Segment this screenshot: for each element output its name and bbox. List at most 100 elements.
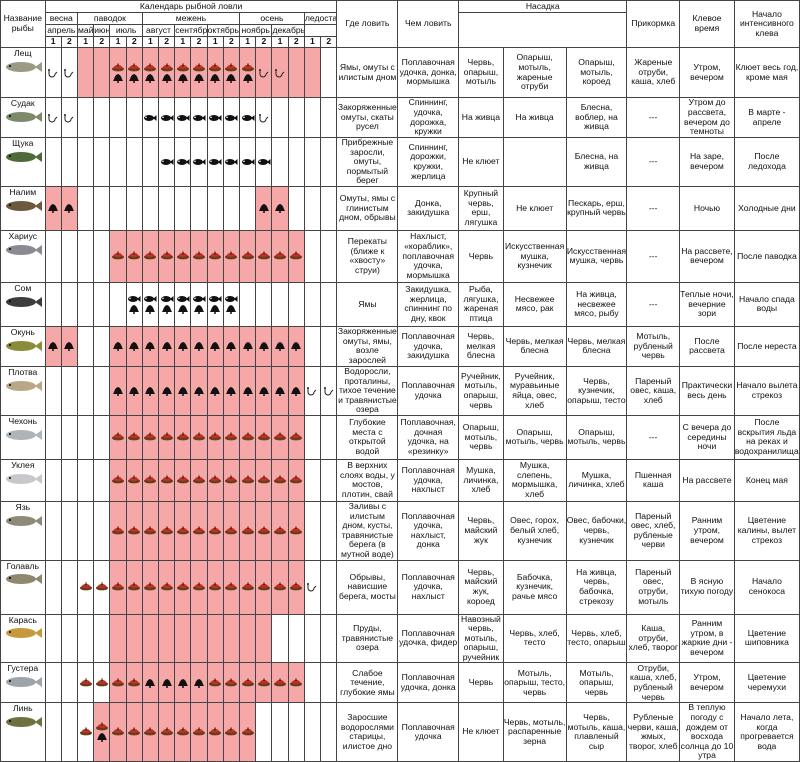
float-icon	[257, 582, 270, 591]
cell-autumn: Червь, хлеб, тесто, опарыш	[565, 613, 628, 664]
calendar-cell	[255, 662, 273, 704]
🔔	[161, 386, 172, 396]
cell-gear: Спиннинг, дорожки, кружки, жерлица	[397, 137, 460, 187]
calendar-cell	[109, 185, 127, 231]
cell-spring: Червь, мелкая блесна	[458, 325, 504, 367]
cell-where: Глубокие места с открытой водой	[336, 414, 399, 460]
calendar-cell	[158, 613, 176, 664]
calendar-cell	[303, 325, 322, 367]
cell-groundbait: ---	[626, 185, 681, 231]
calendar-cell	[222, 97, 241, 138]
month-6: октябрь	[206, 24, 241, 37]
calendar-cell	[303, 702, 322, 762]
calendar-cell	[76, 458, 95, 502]
calendar-cell	[287, 559, 305, 615]
float-icon	[193, 251, 206, 260]
header-intense: Начало интенсивного клева	[733, 0, 800, 48]
float-icon	[144, 582, 157, 591]
cell-autumn: Блесна, воблер, на живца	[565, 97, 628, 138]
🔔	[48, 342, 59, 352]
float-icon	[95, 582, 108, 591]
calendar-cell	[125, 325, 143, 367]
fish-name: Судак	[10, 98, 35, 108]
fish-illustration	[5, 473, 42, 484]
calendar-cell	[303, 559, 322, 615]
fish-name: Щука	[12, 138, 34, 148]
fish-cell: Голавль	[0, 559, 46, 615]
predator-fish-icon	[241, 114, 255, 121]
table-row: Сом Ямы Закидушка, жерлица, спиннинг по дн…	[0, 281, 800, 327]
cell-intense: Конец мая	[733, 458, 800, 502]
calendar-cell	[239, 47, 257, 98]
calendar-cell	[206, 414, 224, 460]
cell-where: Закоряженные омуты, скаты русел	[336, 97, 399, 138]
calendar-cell	[190, 325, 208, 367]
cell-summer: Ручейник, муравьиные яйца, овес, хлеб	[502, 365, 567, 416]
cell-intense: После паводка	[733, 229, 800, 283]
calendar-cell	[44, 559, 62, 615]
float-icon	[257, 475, 270, 484]
calendar-cell	[190, 414, 208, 460]
calendar-cell	[60, 185, 79, 231]
cell-bite: После рассвета	[679, 325, 735, 367]
cell-where: Закоряженные омуты, ямы, возле зарослей	[336, 325, 399, 367]
🔔	[161, 678, 172, 688]
float-icon	[225, 526, 238, 535]
month-2: июнь	[93, 24, 111, 37]
calendar-cell	[44, 702, 62, 762]
half-7: 2	[158, 36, 176, 48]
calendar-cell	[190, 365, 208, 416]
calendar-cell	[239, 702, 257, 762]
float-icon	[95, 722, 108, 731]
calendar-cell	[141, 229, 160, 283]
calendar-cell	[271, 365, 289, 416]
calendar-cell	[222, 185, 241, 231]
🔔	[145, 678, 156, 688]
table-row: Хариус Перекаты (ближе к «хвосту» струи) Н…	[0, 229, 800, 283]
float-icon	[176, 251, 189, 260]
calendar-cell	[320, 662, 338, 704]
fish-illustration	[5, 717, 42, 728]
calendar-cell	[255, 414, 273, 460]
calendar-cell	[109, 613, 127, 664]
cell-gear: Поплавочная удочка, нахлыст	[397, 458, 460, 502]
calendar-cell	[76, 662, 95, 704]
🔔	[210, 305, 221, 315]
fish-name: Хариус	[8, 230, 38, 241]
hook-icon	[307, 583, 317, 592]
fish-illustration	[5, 380, 42, 391]
cell-gear: Спиннинг, удочка, дорожка, кружки	[397, 97, 460, 138]
table-row: Линь Заросшие водорослями старицы, илисто…	[0, 702, 800, 762]
calendar-cell	[93, 229, 111, 283]
calendar-cell	[303, 281, 322, 327]
calendar-cell	[109, 47, 127, 98]
calendar-cell	[255, 47, 273, 98]
fish-cell: Щука	[0, 137, 46, 187]
cell-groundbait: ---	[626, 229, 681, 283]
cell-where: Ямы	[336, 281, 399, 327]
table-row: Голавль Обрывы, нависшие берега, мосты Поп…	[0, 559, 800, 615]
float-icon	[257, 251, 270, 260]
calendar-cell	[287, 281, 305, 327]
cell-intense: Клюет весь год, кроме мая	[733, 47, 800, 98]
calendar-cell	[271, 613, 289, 664]
calendar-cell	[239, 414, 257, 460]
calendar-cell	[222, 137, 241, 187]
cell-intense: Начало сенокоса	[733, 559, 800, 615]
predator-fish-icon	[209, 158, 222, 165]
calendar-cell	[44, 613, 62, 664]
calendar-cell	[222, 702, 241, 762]
float-icon	[160, 582, 173, 591]
header-groundbait: Прикормка	[626, 0, 681, 48]
predator-fish-icon	[176, 296, 190, 303]
calendar-cell	[93, 500, 111, 561]
🔔	[145, 305, 156, 315]
predator-fish-icon	[176, 114, 190, 121]
calendar-cell	[287, 613, 305, 664]
float-icon	[144, 63, 157, 71]
hook-icon	[258, 113, 269, 122]
float-icon	[128, 475, 141, 484]
calendar-cell	[109, 702, 127, 762]
cell-spring: Не клюет	[458, 702, 504, 762]
table-row: Карась Пруды, травянистые озера Поплавочна…	[0, 613, 800, 664]
